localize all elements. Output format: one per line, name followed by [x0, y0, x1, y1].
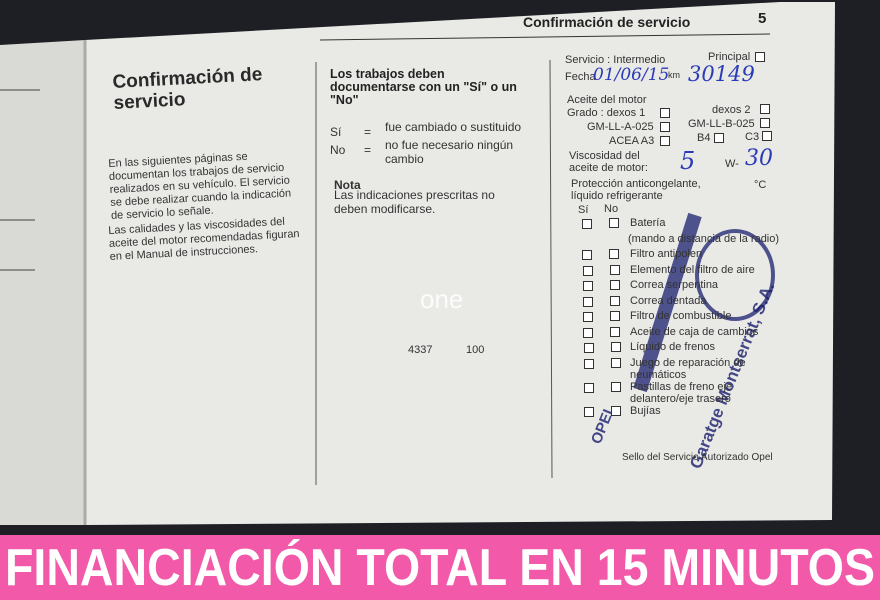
checkbox [583, 327, 594, 338]
left-page [0, 40, 85, 525]
checklist-item: Aceite de caja de cambios [630, 325, 759, 338]
checkbox [582, 265, 593, 276]
checklist-item: Filtro antipolen [630, 248, 703, 260]
viscosity-value: 5 [680, 147, 696, 175]
legend-text: no fue necesario ningún cambio [385, 138, 514, 166]
date-label: Fecha [565, 71, 596, 83]
banner-text: FINANCIACIÓN TOTAL EN 15 MINUTOS [5, 539, 875, 597]
page-number: 5 [758, 10, 767, 27]
checkbox [610, 295, 620, 306]
km-value: 30149 [688, 62, 755, 86]
checkbox [583, 296, 593, 307]
checkbox [762, 131, 772, 141]
stamp [633, 212, 775, 393]
grade: GM-LL-B-025 [688, 118, 755, 130]
checklist-item: Elemento del filtro de aire [630, 263, 755, 276]
yes-header: Sí [578, 204, 589, 216]
grade: B4 [697, 132, 711, 144]
checklist-item: (mando a distancia de la radio) [628, 232, 780, 245]
checkbox [583, 358, 594, 369]
legend-sep: = [364, 143, 372, 157]
antifreeze-label: Protección anticongelante, líquido refri… [571, 178, 701, 202]
legend-text: fue cambiado o sustituido [385, 120, 522, 134]
checklist-item: Bujías [630, 404, 661, 417]
no-header: No [604, 203, 619, 215]
checkbox [611, 405, 622, 416]
viscosity-value: 30 [745, 146, 773, 171]
checklist-item: Correa serpentina [630, 279, 719, 291]
form-footer: Sello del Servicio Autorizado Opel [622, 452, 773, 463]
checkbox [610, 326, 621, 337]
checkbox [610, 311, 621, 321]
checklist-item: Correa dentada [630, 294, 707, 307]
grade: C3 [745, 131, 760, 143]
checkbox [760, 104, 770, 114]
date-value: 01/06/15 [593, 65, 670, 85]
watermark-logo: one [420, 284, 464, 314]
checkbox [714, 133, 724, 143]
checklist-item: Filtro de combustible [630, 310, 732, 322]
watermark-number: 100 [466, 344, 485, 356]
checkbox [583, 312, 594, 322]
service-label: Servicio : Intermedio [565, 54, 666, 66]
checkbox [609, 264, 620, 275]
stamp-ring [695, 229, 775, 321]
checkbox [584, 382, 594, 393]
checkbox [660, 122, 670, 132]
checkbox [610, 342, 621, 352]
grade: GM-LL-A-025 [587, 121, 654, 133]
watermark-number: 4337 [408, 344, 433, 356]
checkbox [609, 249, 620, 259]
principal-label: Principal [708, 51, 751, 63]
checkbox [660, 136, 670, 146]
legend-key: Sí [330, 125, 342, 139]
checkbox [660, 108, 670, 118]
checkbox [582, 281, 593, 291]
paragraph: En las siguientes páginas se documentan … [108, 150, 292, 222]
checklist-item: Batería [630, 217, 666, 229]
checkbox [584, 406, 595, 417]
checklist-item: Juego de reparación de neumáticos [630, 356, 746, 381]
checklist-item: Líquido de frenos [630, 341, 716, 353]
middle-heading: Los trabajos deben documentarse con un "… [330, 67, 517, 107]
oil-title: Aceite del motor [567, 94, 647, 106]
checkbox [611, 381, 621, 392]
banner-bg [0, 535, 880, 600]
checkbox [755, 52, 765, 62]
stamp-bar [633, 212, 702, 393]
checkbox [609, 280, 620, 290]
grade: ACEA A3 [609, 135, 655, 147]
note-text: Las indicaciones prescritas no deben mod… [334, 188, 495, 216]
header-title: Confirmación de servicio [523, 14, 691, 30]
checkbox [609, 218, 619, 228]
legend-key: No [330, 143, 346, 157]
checkbox [582, 219, 592, 229]
checkbox [610, 357, 621, 368]
column-divider [549, 59, 553, 479]
checkbox [760, 118, 770, 128]
km-label: km [668, 70, 680, 80]
right-page [85, 2, 835, 525]
grade: Grado : dexos 1 [567, 107, 646, 119]
checkbox [583, 343, 594, 353]
degrees: °C [754, 179, 767, 191]
viscosity-label: Viscosidad del aceite de motor: [569, 150, 648, 174]
legend-sep: = [364, 125, 372, 139]
viscosity-w: W- [725, 158, 739, 170]
note-title: Nota [334, 178, 361, 192]
checklist-item: Pastillas de freno eje delantero/eje tra… [630, 380, 733, 405]
grade: dexos 2 [712, 104, 751, 116]
header-rule [319, 33, 771, 41]
checkbox [582, 250, 593, 260]
